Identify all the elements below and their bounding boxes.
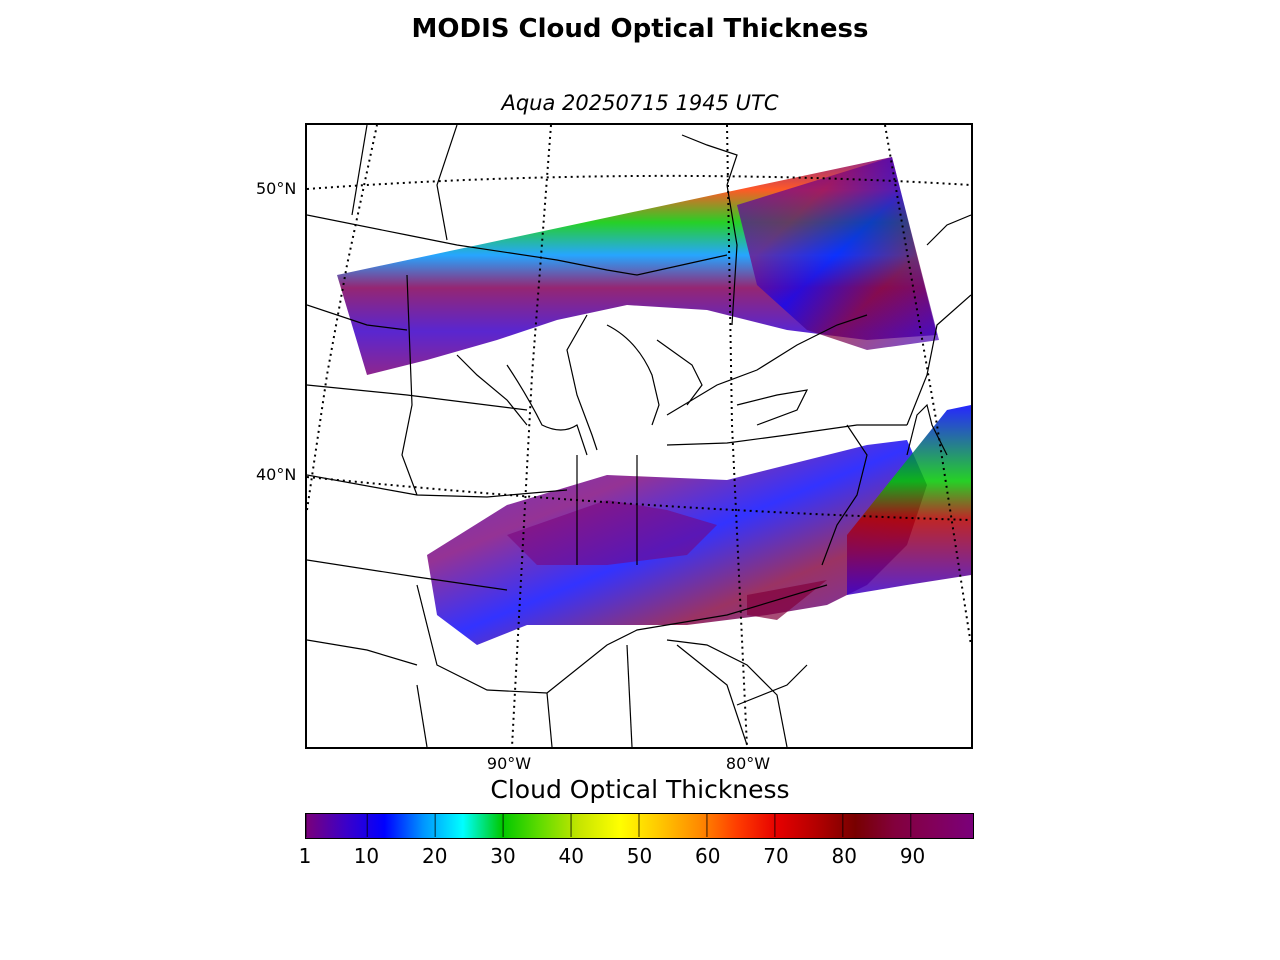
colorbar-tick-label-40: 40 — [558, 844, 584, 868]
colorbar-tick-label-80: 80 — [831, 844, 858, 868]
lat-label-50n: 50°N — [256, 179, 297, 198]
colorbar-tick-label-50: 50 — [626, 844, 653, 868]
colorbar-tick-label-90: 90 — [899, 844, 926, 868]
cloud-band-south-core — [507, 500, 717, 565]
lat-label-40n: 40°N — [256, 465, 297, 484]
graticule — [307, 125, 971, 747]
colorbar-tick-label-10: 10 — [353, 844, 380, 868]
figure-subtitle: Aqua 20250715 1945 UTC — [501, 91, 779, 115]
map-canvas — [307, 125, 971, 747]
colorbar-ticks — [306, 814, 912, 837]
cloud-band-southeast — [847, 405, 971, 595]
lon-label-90w: 90°W — [486, 754, 532, 773]
colorbar — [305, 813, 974, 839]
colorbar-tick-label-30: 30 — [490, 844, 516, 868]
colorbar-tick-label-20: 20 — [421, 844, 448, 868]
map-panel — [305, 123, 973, 749]
lon-label-80w: 80°W — [725, 754, 771, 773]
colorbar-tick-label-70: 70 — [763, 844, 789, 868]
cloud-swath-north-east — [737, 157, 939, 350]
map-boundaries — [307, 125, 971, 747]
figure-title: MODIS Cloud Optical Thickness — [411, 14, 869, 44]
colorbar-tick-label-1: 1 — [298, 844, 312, 868]
cloud-band-carolina — [747, 580, 827, 620]
colorbar-tick-label-60: 60 — [695, 844, 721, 868]
colorbar-title: Cloud Optical Thickness — [490, 775, 790, 804]
